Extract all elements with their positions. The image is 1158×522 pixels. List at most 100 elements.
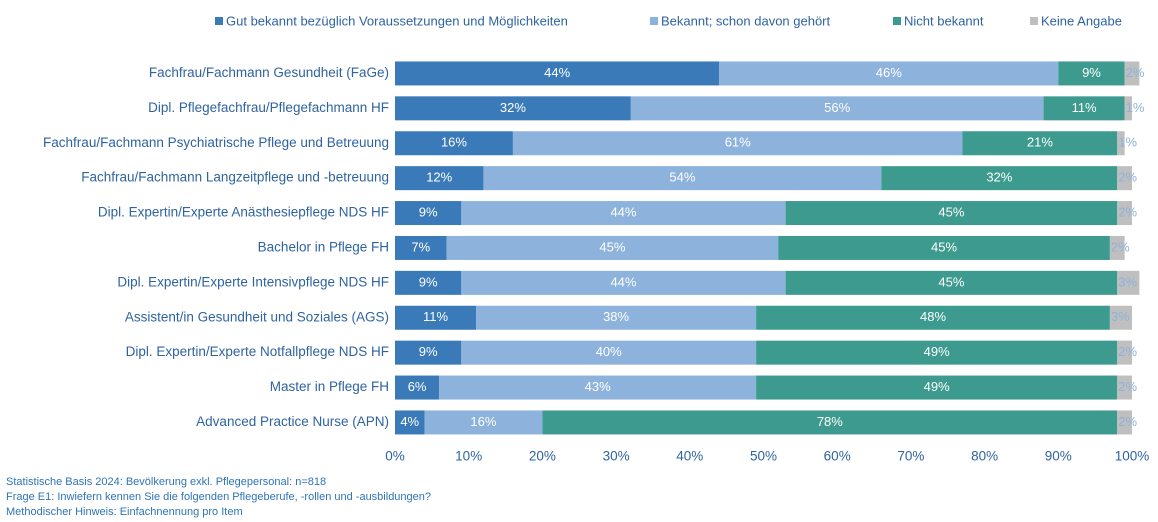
bar-segment [756, 375, 1118, 400]
bar-segment [1109, 305, 1132, 330]
bar-segment [881, 166, 1118, 191]
bar-segment [756, 340, 1118, 365]
value-label: 49% [924, 344, 950, 359]
value-label: 61% [725, 135, 751, 150]
bar-segment [461, 270, 786, 295]
bar-segment [395, 166, 484, 191]
category-label: Dipl. Expertin/Experte Intensivpflege ND… [117, 274, 389, 289]
bar-segment [785, 270, 1118, 295]
value-label: 2% [1111, 239, 1130, 254]
footnote: Frage E1: Inwiefern kennen Sie die folge… [6, 491, 431, 503]
bar-segment [1043, 96, 1125, 121]
value-label: 49% [924, 379, 950, 394]
bar-segment [446, 235, 779, 260]
bar-segment [395, 305, 477, 330]
bar-segment [395, 340, 462, 365]
bar-segment [395, 61, 720, 86]
bar-segment [1124, 96, 1132, 121]
value-label: 1% [1118, 135, 1137, 150]
bar-segment [512, 131, 963, 156]
bar-segment [476, 305, 757, 330]
bar-segment [630, 96, 1044, 121]
value-label: 46% [876, 65, 902, 80]
legend-swatch [215, 17, 223, 25]
value-label: 44% [610, 274, 636, 289]
bar-segment [395, 410, 425, 435]
value-label: 9% [419, 274, 438, 289]
bar-segment [483, 166, 882, 191]
legend-label: Gut bekannt bezüglich Voraussetzungen un… [226, 13, 568, 28]
value-label: 44% [610, 204, 636, 219]
legend-swatch [650, 17, 658, 25]
x-tick-label: 60% [824, 449, 851, 464]
value-label: 54% [669, 170, 695, 185]
value-label: 32% [986, 170, 1012, 185]
bar-segment [1109, 235, 1125, 260]
bar-segment [1117, 201, 1132, 226]
category-label: Advanced Practice Nurse (APN) [196, 414, 389, 429]
value-label: 2% [1126, 65, 1145, 80]
x-tick-label: 100% [1115, 449, 1150, 464]
x-tick-label: 10% [455, 449, 482, 464]
value-label: 2% [1118, 379, 1137, 394]
bar-segment [785, 201, 1118, 226]
bar-segment [1124, 61, 1140, 86]
category-label: Fachfrau/Fachmann Psychiatrische Pflege … [43, 135, 389, 150]
x-tick-label: 70% [897, 449, 924, 464]
value-label: 43% [585, 379, 611, 394]
value-label: 11% [1072, 100, 1097, 115]
value-label: 45% [931, 239, 957, 254]
bar-segment [542, 410, 1118, 435]
value-label: 78% [817, 414, 843, 429]
value-label: 56% [824, 100, 850, 115]
value-label: 40% [596, 344, 622, 359]
value-label: 45% [938, 274, 964, 289]
bar-segment [1117, 410, 1132, 435]
category-label: Bachelor in Pflege FH [258, 240, 389, 255]
x-tick-label: 80% [971, 449, 998, 464]
category-label: Assistent/in Gesundheit und Soziales (AG… [125, 309, 389, 324]
category-label: Dipl. Pflegefachfrau/Pflegefachmann HF [148, 100, 389, 115]
bar-segment [1117, 131, 1125, 156]
category-label: Dipl. Expertin/Experte Anästhesiepflege … [98, 205, 389, 220]
bar-segment [756, 305, 1110, 330]
x-tick-label: 0% [385, 449, 405, 464]
value-label: 3% [1118, 274, 1137, 289]
value-label: 1% [1126, 100, 1145, 115]
bar-segment [1058, 61, 1125, 86]
value-label: 45% [938, 204, 964, 219]
footnote: Statistische Basis 2024: Bevölkerung exk… [6, 476, 326, 488]
bar-segment [395, 96, 631, 121]
legend-label: Keine Angabe [1041, 13, 1122, 28]
bar-segment [1117, 340, 1132, 365]
value-label: 32% [500, 100, 526, 115]
value-label: 21% [1027, 135, 1053, 150]
bar-segment [395, 270, 462, 295]
value-label: 9% [419, 204, 438, 219]
value-label: 38% [603, 309, 629, 324]
value-label: 48% [920, 309, 946, 324]
bar-segment [1117, 375, 1132, 400]
value-label: 12% [426, 170, 452, 185]
legend-label: Nicht bekannt [904, 13, 984, 28]
x-tick-label: 90% [1045, 449, 1072, 464]
bar-segment [778, 235, 1110, 260]
value-label: 4% [400, 414, 419, 429]
value-label: 9% [1082, 65, 1101, 80]
category-label: Dipl. Expertin/Experte Notfallpflege NDS… [126, 344, 389, 359]
value-label: 9% [419, 344, 438, 359]
bar-segment [395, 131, 513, 156]
footnote: Methodischer Hinweis: Einfachnennung pro… [6, 506, 243, 518]
value-label: 2% [1118, 344, 1137, 359]
bar-segment [395, 375, 440, 400]
value-label: 6% [408, 379, 427, 394]
category-label: Fachfrau/Fachmann Langzeitpflege und -be… [81, 170, 389, 185]
value-label: 3% [1111, 309, 1130, 324]
category-label: Fachfrau/Fachmann Gesundheit (FaGe) [149, 65, 389, 80]
legend-swatch [893, 17, 901, 25]
value-label: 11% [423, 309, 448, 324]
bar-segment [719, 61, 1059, 86]
value-label: 7% [411, 239, 430, 254]
x-tick-label: 20% [529, 449, 556, 464]
